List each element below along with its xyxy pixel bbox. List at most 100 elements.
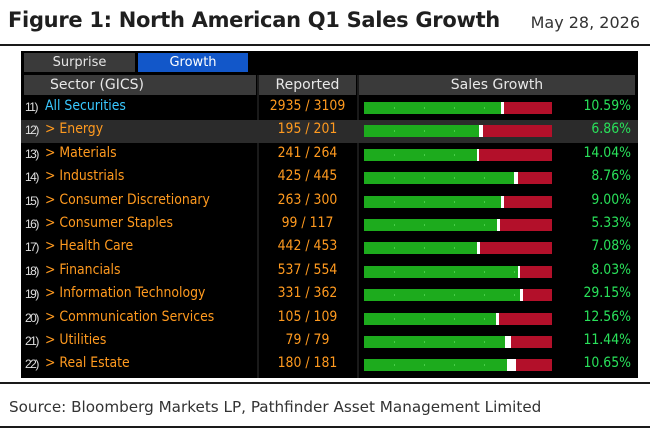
sector-name[interactable]: > Communication Services xyxy=(45,308,215,325)
reported-count: 442 / 453 xyxy=(277,238,338,255)
row-number: 13) xyxy=(25,146,39,161)
bar-tick xyxy=(394,107,395,109)
row-number: 11) xyxy=(25,100,38,114)
growth-percent: 14.04% xyxy=(583,144,631,161)
bar-tick xyxy=(424,107,425,109)
bar-tick xyxy=(394,294,395,297)
bar-tick xyxy=(424,177,425,180)
bar-fill xyxy=(364,102,502,114)
bar-tick xyxy=(484,341,485,343)
bar-tick xyxy=(424,247,425,250)
table-row[interactable]: 20) > Communication Services 105 / 109 12.5… xyxy=(21,308,638,331)
bar-fill xyxy=(364,312,496,325)
bar-tick xyxy=(424,364,425,367)
bar-tick xyxy=(484,317,485,320)
sector-name[interactable]: All Securities xyxy=(45,98,126,114)
table-row[interactable]: 19) > Information Technology 331 / 362 29.1… xyxy=(21,284,638,307)
bar-fill xyxy=(364,148,477,161)
bar-tick xyxy=(454,341,455,343)
sales-growth-bar xyxy=(364,102,552,114)
sector-name[interactable]: > Industrials xyxy=(45,168,125,185)
bottom-rule xyxy=(0,382,650,384)
row-number: 22) xyxy=(25,357,39,372)
reported-count: 180 / 181 xyxy=(277,355,338,372)
sales-growth-bar xyxy=(364,125,552,138)
bar-marker xyxy=(501,195,505,208)
bar-tick xyxy=(484,294,485,297)
table-row[interactable]: 11) All Securities 2935 / 3109 10.59% xyxy=(21,97,638,120)
row-number: 20) xyxy=(25,310,39,325)
bar-tick xyxy=(424,224,425,226)
growth-percent: 12.56% xyxy=(583,308,631,325)
sector-name[interactable]: > Financials xyxy=(45,261,121,278)
bar-tick xyxy=(484,364,485,367)
growth-percent: 29.15% xyxy=(583,285,631,302)
sector-name[interactable]: > Information Technology xyxy=(45,285,206,302)
table-row[interactable]: 12) > Energy 195 / 201 6.86% xyxy=(21,120,638,144)
row-number: 15) xyxy=(25,193,39,208)
row-number: 17) xyxy=(25,240,39,255)
bar-tick xyxy=(424,317,425,320)
bar-tick xyxy=(424,130,425,133)
column-header-reported[interactable]: Reported xyxy=(259,75,356,95)
reported-count: 195 / 201 xyxy=(277,121,338,138)
sector-name[interactable]: > Consumer Discretionary xyxy=(45,191,210,208)
row-number: 14) xyxy=(25,170,39,185)
tab-growth[interactable]: Growth xyxy=(138,53,248,72)
table-row[interactable]: 13) > Materials 241 / 264 14.04% xyxy=(21,144,638,167)
figure-date: May 28, 2026 xyxy=(530,13,640,32)
bar-tick xyxy=(454,270,455,273)
bar-fill xyxy=(364,289,521,302)
column-header-sales-growth[interactable]: Sales Growth xyxy=(359,75,635,95)
table-row[interactable]: 17) > Health Care 442 / 453 7.08% xyxy=(21,237,638,260)
table-row[interactable]: 15) > Consumer Discretionary 263 / 300 9.00… xyxy=(21,191,638,214)
bar-tick xyxy=(454,224,455,226)
sales-growth-bar xyxy=(364,336,552,348)
sector-name[interactable]: > Materials xyxy=(45,144,117,161)
column-separator xyxy=(257,75,259,378)
bar-fill xyxy=(364,195,502,208)
column-header-sector[interactable]: Sector (GICS) xyxy=(24,75,256,95)
growth-percent: 8.03% xyxy=(591,261,631,278)
row-number: 19) xyxy=(25,287,39,302)
table-row[interactable]: 14) > Industrials 425 / 445 8.76% xyxy=(21,167,638,190)
figure-title: Figure 1: North American Q1 Sales Growth xyxy=(8,8,500,32)
bar-tick xyxy=(484,177,485,180)
reported-count: 241 / 264 xyxy=(277,144,338,161)
sector-name[interactable]: > Health Care xyxy=(45,238,134,255)
bar-marker xyxy=(506,359,516,372)
bar-tick xyxy=(454,247,455,250)
sector-name[interactable]: > Energy xyxy=(45,121,104,138)
reported-count: 99 / 117 xyxy=(281,215,334,231)
table-row[interactable]: 21) > Utilities 79 / 79 11.44% xyxy=(21,331,638,354)
table-row[interactable]: 18) > Financials 537 / 554 8.03% xyxy=(21,261,638,284)
bar-fill xyxy=(364,336,505,348)
bar-tick xyxy=(394,317,395,320)
bar-fill xyxy=(364,219,498,231)
bar-tick xyxy=(394,270,395,273)
growth-percent: 6.86% xyxy=(591,121,631,138)
tab-surprise[interactable]: Surprise xyxy=(24,53,135,72)
sector-name[interactable]: > Consumer Staples xyxy=(45,215,173,231)
bar-tick xyxy=(394,224,395,226)
row-number: 12) xyxy=(25,123,39,138)
bar-fill xyxy=(364,172,515,185)
sales-growth-bar xyxy=(364,195,552,208)
bar-tick xyxy=(514,270,515,273)
bar-fill xyxy=(364,125,479,138)
table-row[interactable]: 22) > Real Estate 180 / 181 10.65% xyxy=(21,354,638,377)
growth-percent: 11.44% xyxy=(583,332,631,348)
bar-marker xyxy=(518,265,521,278)
reported-count: 105 / 109 xyxy=(277,308,338,325)
bar-tick xyxy=(454,107,455,109)
bar-tick xyxy=(454,130,455,133)
bar-tick xyxy=(454,294,455,297)
sector-name[interactable]: > Real Estate xyxy=(45,355,130,372)
bar-tick xyxy=(454,364,455,367)
tab-bar: Surprise Growth xyxy=(21,51,638,73)
growth-percent: 10.59% xyxy=(583,98,631,114)
sector-name[interactable]: > Utilities xyxy=(45,332,107,348)
reported-count: 537 / 554 xyxy=(277,261,338,278)
table-row[interactable]: 16) > Consumer Staples 99 / 117 5.33% xyxy=(21,214,638,237)
bar-marker xyxy=(505,336,511,348)
